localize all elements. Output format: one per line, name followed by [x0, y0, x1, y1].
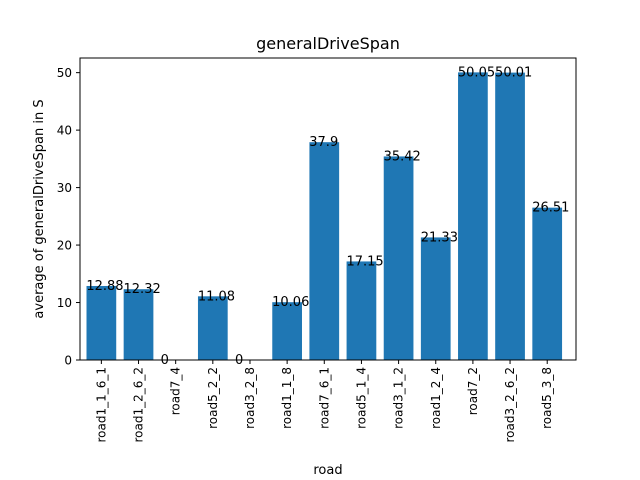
data-label: 50.05: [458, 65, 495, 80]
x-tick-label: road1_2_6_2: [132, 367, 146, 443]
y-tick-label: 20: [57, 239, 72, 253]
x-axis-label: road: [313, 463, 342, 478]
x-tick-label: road1_1_6_1: [94, 367, 108, 443]
x-tick-label: road5_1_4: [354, 367, 368, 429]
x-tick-label: road7_6_1: [317, 367, 331, 429]
data-label: 11.08: [198, 289, 235, 304]
bar: [420, 237, 451, 360]
bar: [383, 156, 414, 360]
bars-group: [86, 72, 563, 361]
x-tick-label: road1_2_4: [429, 367, 443, 429]
bar: [532, 207, 563, 360]
y-tick-label: 10: [57, 296, 72, 310]
data-label: 12.32: [124, 282, 161, 297]
x-tick-label: road5_3_8: [540, 367, 554, 429]
bar: [346, 261, 377, 360]
x-tick-label: road3_1_2: [392, 367, 406, 429]
chart-title: generalDriveSpan: [256, 34, 400, 53]
data-label: 37.9: [309, 135, 338, 150]
bar: [197, 296, 228, 360]
bar: [123, 289, 154, 360]
data-label: 35.42: [384, 149, 421, 164]
x-tick-label: road3_2_6_2: [503, 367, 517, 443]
y-tick-label: 40: [57, 124, 72, 138]
x-tick-label: road1_1_8: [280, 367, 294, 429]
data-label: 21.33: [421, 230, 458, 245]
y-tick-label: 0: [64, 354, 72, 368]
x-tick-label: road5_2_2: [206, 367, 220, 429]
y-tick-label: 30: [57, 181, 72, 195]
x-axis: road1_1_6_1 road1_2_6_2 road7_4 road5_2_2 ro…: [94, 360, 554, 443]
data-label: 50.01: [495, 66, 532, 81]
data-label: 10.06: [272, 295, 309, 310]
x-tick-label: road7_2: [466, 367, 480, 415]
bar: [272, 302, 302, 360]
x-tick-label: road7_4: [169, 367, 183, 415]
y-axis-label: average of generalDriveSpan in S: [32, 99, 47, 318]
data-label: 26.51: [532, 201, 569, 216]
bar: [309, 142, 340, 360]
y-axis: 0 10 20 30 40 50: [57, 66, 80, 368]
y-tick-label: 50: [57, 66, 72, 80]
bar: [458, 72, 488, 361]
plot-frame: [79, 57, 577, 361]
bar: [86, 285, 117, 360]
data-label: 12.88: [86, 279, 123, 294]
data-label: 17.15: [346, 254, 383, 269]
x-tick-label: road3_2_8: [243, 367, 257, 429]
bar: [495, 72, 525, 360]
